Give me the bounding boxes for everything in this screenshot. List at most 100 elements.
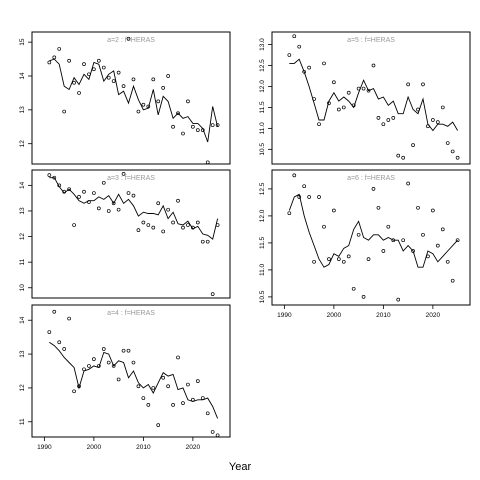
- data-point: [136, 228, 141, 233]
- data-point: [346, 254, 351, 259]
- data-point: [101, 180, 106, 185]
- data-point: [176, 355, 180, 360]
- y-tick-label: 12.0: [259, 209, 266, 222]
- data-point: [146, 223, 151, 227]
- x-tick-label: 2020: [186, 444, 201, 451]
- data-point: [96, 364, 101, 368]
- data-point: [200, 239, 205, 244]
- data-point: [386, 118, 391, 122]
- y-tick-label: 13: [19, 207, 26, 215]
- data-point: [431, 118, 435, 122]
- x-tick-label: 2010: [376, 312, 391, 319]
- data-point: [376, 116, 381, 120]
- y-tick-label: 14: [19, 316, 26, 324]
- data-point: [322, 224, 326, 229]
- data-point: [445, 259, 450, 264]
- data-point: [287, 211, 292, 216]
- data-point: [210, 430, 215, 434]
- data-point: [166, 384, 170, 389]
- y-tick-label: 11.5: [259, 236, 266, 249]
- data-point: [131, 77, 136, 82]
- data-point: [161, 85, 166, 90]
- data-point: [366, 88, 371, 93]
- y-tick-label: 12.5: [259, 59, 266, 72]
- data-point: [67, 187, 71, 192]
- data-point: [96, 206, 101, 211]
- data-point: [77, 384, 81, 389]
- data-point: [371, 63, 376, 68]
- data-point: [126, 191, 131, 195]
- y-tick-label: 13: [19, 350, 26, 358]
- data-point: [136, 109, 141, 114]
- data-point: [47, 60, 52, 65]
- data-point: [210, 292, 215, 297]
- data-point: [215, 433, 220, 438]
- panel-a5: a=5 : f=HERAS 10.5 11.0 11.5 12.0 12.5 13.0: [259, 31, 471, 165]
- data-point: [307, 65, 311, 70]
- data-point: [302, 69, 307, 74]
- data-point: [161, 375, 166, 380]
- data-point: [376, 205, 381, 210]
- data-point: [336, 107, 341, 112]
- data-point: [371, 187, 376, 191]
- data-point: [327, 101, 331, 106]
- panel-a2: a=2 : f=HERAS 12 13 14 15: [19, 31, 231, 165]
- data-point: [396, 297, 401, 302]
- data-point: [181, 225, 185, 230]
- x-tick-label: 2000: [87, 444, 102, 451]
- x-axis-title: Year: [229, 461, 252, 473]
- data-point: [126, 36, 131, 41]
- data-point: [111, 201, 116, 206]
- data-point: [205, 239, 210, 244]
- data-point: [200, 396, 205, 400]
- data-point: [386, 224, 391, 229]
- data-point: [421, 232, 425, 237]
- y-tick-label: 10.5: [259, 143, 266, 156]
- data-point: [215, 223, 220, 227]
- data-point: [210, 123, 215, 127]
- data-point: [77, 195, 81, 199]
- data-point: [411, 249, 415, 253]
- y-tick-label: 13.0: [259, 38, 266, 51]
- data-point: [186, 223, 190, 227]
- data-point: [116, 377, 121, 382]
- series-line: [288, 193, 458, 268]
- data-point: [411, 143, 415, 147]
- data-point: [195, 220, 200, 225]
- y-tick-label: 13: [19, 106, 26, 114]
- data-point: [57, 47, 62, 51]
- data-point: [391, 116, 396, 120]
- data-point: [176, 198, 180, 203]
- data-point: [87, 364, 91, 368]
- data-point: [195, 128, 200, 133]
- data-point: [67, 58, 71, 63]
- data-point: [151, 77, 156, 82]
- data-point: [450, 149, 455, 154]
- data-point: [435, 120, 440, 124]
- data-point: [332, 208, 336, 213]
- data-point: [302, 184, 307, 189]
- data-point: [106, 75, 111, 80]
- data-point: [82, 62, 86, 67]
- chart-panels: a=2 : f=HERAS 12 13 14 15 a=3 : f=HERAS 10 11 12…: [19, 31, 471, 451]
- series-line: [49, 177, 219, 240]
- data-point: [366, 257, 371, 261]
- data-point: [312, 97, 316, 101]
- y-tick-label: 12.5: [259, 182, 266, 195]
- data-point: [166, 207, 170, 212]
- data-point: [151, 386, 156, 390]
- panel-a6: a=6 : f=HERAS 10.5 11.0 11.5 12.0 12.5 1990 200…: [259, 169, 471, 319]
- data-point: [336, 257, 341, 261]
- series-line: [49, 58, 219, 143]
- y-tick-label: 12: [19, 384, 26, 392]
- data-point: [52, 175, 57, 180]
- data-point: [186, 382, 190, 387]
- data-point: [346, 90, 351, 95]
- data-point: [101, 65, 106, 70]
- data-point: [292, 34, 297, 39]
- data-point: [92, 191, 96, 195]
- panel-title: a=2 : f=HERAS: [107, 37, 155, 44]
- data-point: [181, 131, 185, 136]
- y-tick-label: 11: [19, 418, 26, 425]
